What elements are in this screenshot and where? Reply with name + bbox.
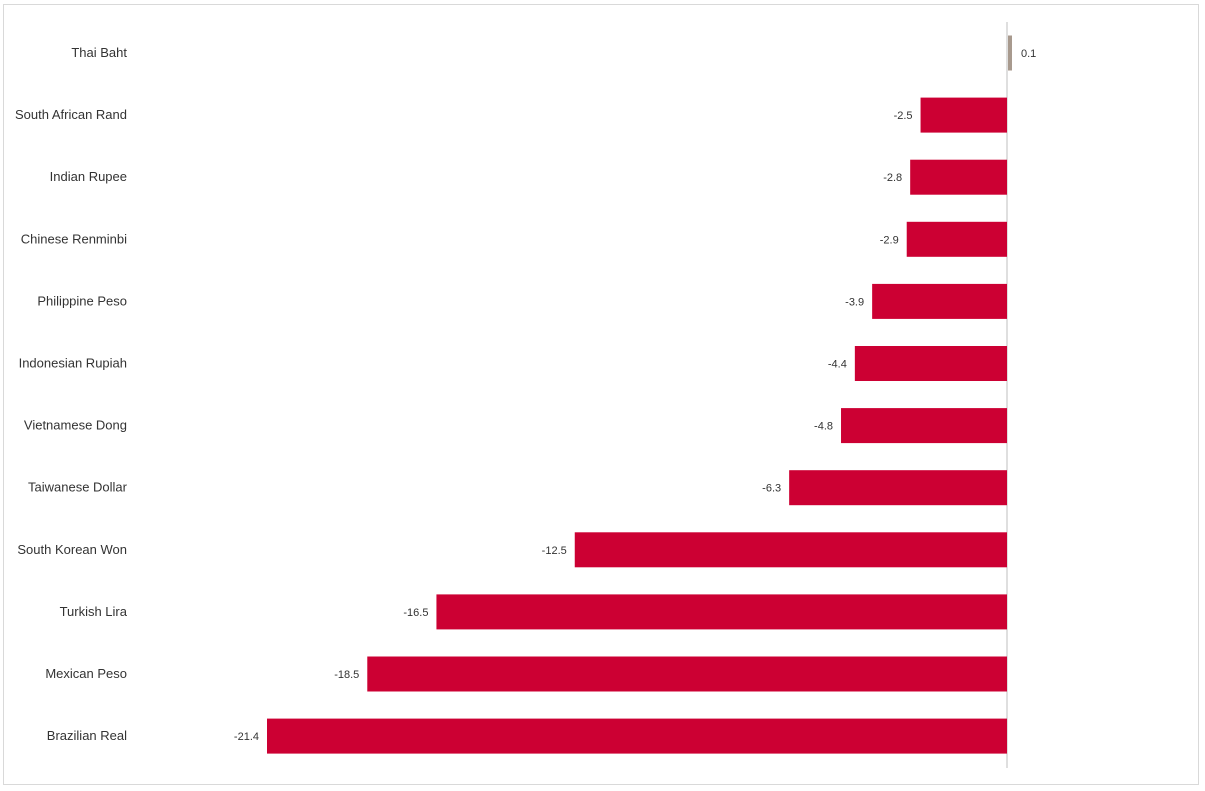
category-label: Mexican Peso (45, 666, 127, 681)
value-label: -2.9 (880, 234, 899, 246)
bar (1008, 35, 1012, 71)
category-label: Turkish Lira (60, 604, 128, 619)
value-label: -4.4 (828, 359, 847, 371)
chart-frame (3, 4, 1199, 785)
bar (367, 656, 1007, 692)
value-label: -18.5 (334, 669, 359, 681)
bar (436, 594, 1008, 630)
value-label: -21.4 (234, 731, 259, 743)
category-label: Brazilian Real (47, 728, 127, 743)
value-label: -4.8 (814, 421, 833, 433)
category-label: Taiwanese Dollar (28, 480, 128, 495)
bar (910, 159, 1007, 195)
category-label: Chinese Renminbi (21, 231, 127, 246)
category-label: Vietnamese Dong (24, 418, 127, 433)
value-label: -2.8 (883, 172, 902, 184)
value-label: -2.5 (894, 110, 913, 122)
category-label: Indonesian Rupiah (19, 356, 127, 371)
bar (906, 221, 1007, 257)
value-label: -6.3 (762, 483, 781, 495)
bar (267, 718, 1007, 754)
category-label: Thai Baht (71, 45, 127, 60)
value-label: -12.5 (542, 545, 567, 557)
category-label: Philippine Peso (37, 293, 127, 308)
bar (789, 470, 1007, 506)
category-label: South Korean Won (17, 542, 127, 557)
category-label: Indian Rupee (50, 169, 127, 184)
bar (872, 283, 1007, 319)
category-label: South African Rand (15, 107, 127, 122)
value-label: -3.9 (845, 296, 864, 308)
bar (841, 408, 1007, 444)
bar (920, 97, 1007, 133)
value-label: 0.1 (1021, 48, 1036, 60)
bar (574, 532, 1007, 568)
value-label: -16.5 (403, 607, 428, 619)
bar (854, 346, 1007, 381)
